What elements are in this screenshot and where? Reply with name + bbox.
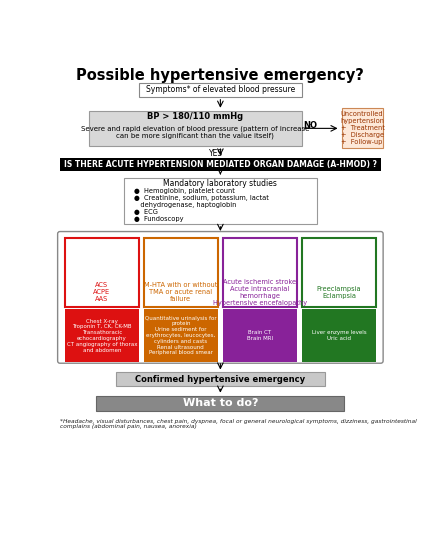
Bar <box>223 238 297 307</box>
Text: IS THERE ACUTE HYPERTENSION MEDIATED ORGAN DAMAGE (A-HMOD) ?: IS THERE ACUTE HYPERTENSION MEDIATED ORG… <box>64 160 377 169</box>
Text: Possible hypertensive emergency?: Possible hypertensive emergency? <box>77 68 364 82</box>
Bar <box>60 158 381 170</box>
Text: Acute ischemic stroke
Acute intracranial
hemorrhage
Hypertensive encefalopathy: Acute ischemic stroke Acute intracranial… <box>213 279 307 306</box>
Text: M-HTA with or without
TMA or acute renal
failure: M-HTA with or without TMA or acute renal… <box>144 282 218 303</box>
Bar <box>116 372 325 386</box>
Text: Preeclampsia
Eclampsia: Preeclampsia Eclampsia <box>316 286 361 299</box>
Text: Mandatory laboratory studies: Mandatory laboratory studies <box>163 179 277 188</box>
Text: Brain CT
Brain MRI: Brain CT Brain MRI <box>247 330 273 341</box>
Text: Uncontrolled
hypertension
+  Treatment
+  Discharge
+  Follow-up: Uncontrolled hypertension + Treatment + … <box>341 111 384 145</box>
Text: *Headache, visual disturbances, chest pain, dyspnea, focal or general neurologic: *Headache, visual disturbances, chest pa… <box>60 419 417 430</box>
Text: Chest X-ray
Troponin T, CK, CK-MB
Transathoracic
echocardiography
CT angiography: Chest X-ray Troponin T, CK, CK-MB Transa… <box>67 318 137 353</box>
Bar <box>302 238 376 307</box>
Text: BP > 180/110 mmHg: BP > 180/110 mmHg <box>147 112 243 122</box>
Text: ●  Hemoglobin, platelet count
●  Creatinine, sodium, potassium, lactat
   dehydr: ● Hemoglobin, platelet count ● Creatinin… <box>134 189 269 222</box>
FancyBboxPatch shape <box>58 232 383 363</box>
Text: Severe and rapid elevation of blood pressure (pattern of increase
can be more si: Severe and rapid elevation of blood pres… <box>81 125 309 139</box>
Text: NO: NO <box>303 121 317 130</box>
Text: Liver enzyme levels
Uric acid: Liver enzyme levels Uric acid <box>312 330 366 341</box>
Bar <box>144 309 218 362</box>
Bar <box>223 309 297 362</box>
Text: YES: YES <box>209 148 224 157</box>
Text: Quantitative urinalysis for
protein
Urine sediment for
erythrocytes, leucocytes,: Quantitative urinalysis for protein Urin… <box>145 316 217 355</box>
Bar <box>144 238 218 307</box>
Bar <box>64 238 139 307</box>
Bar <box>123 178 317 224</box>
Bar <box>96 395 344 411</box>
Text: ACS
ACPE
AAS: ACS ACPE AAS <box>93 282 111 303</box>
Bar <box>302 309 376 362</box>
Text: Symptoms* of elevated blood pressure: Symptoms* of elevated blood pressure <box>146 85 295 95</box>
Bar <box>89 111 302 146</box>
Bar <box>342 108 383 148</box>
Bar <box>64 309 139 362</box>
Text: What to do?: What to do? <box>183 398 258 408</box>
Bar <box>139 83 302 97</box>
Text: Confirmed hypertensive emergency: Confirmed hypertensive emergency <box>135 375 305 384</box>
